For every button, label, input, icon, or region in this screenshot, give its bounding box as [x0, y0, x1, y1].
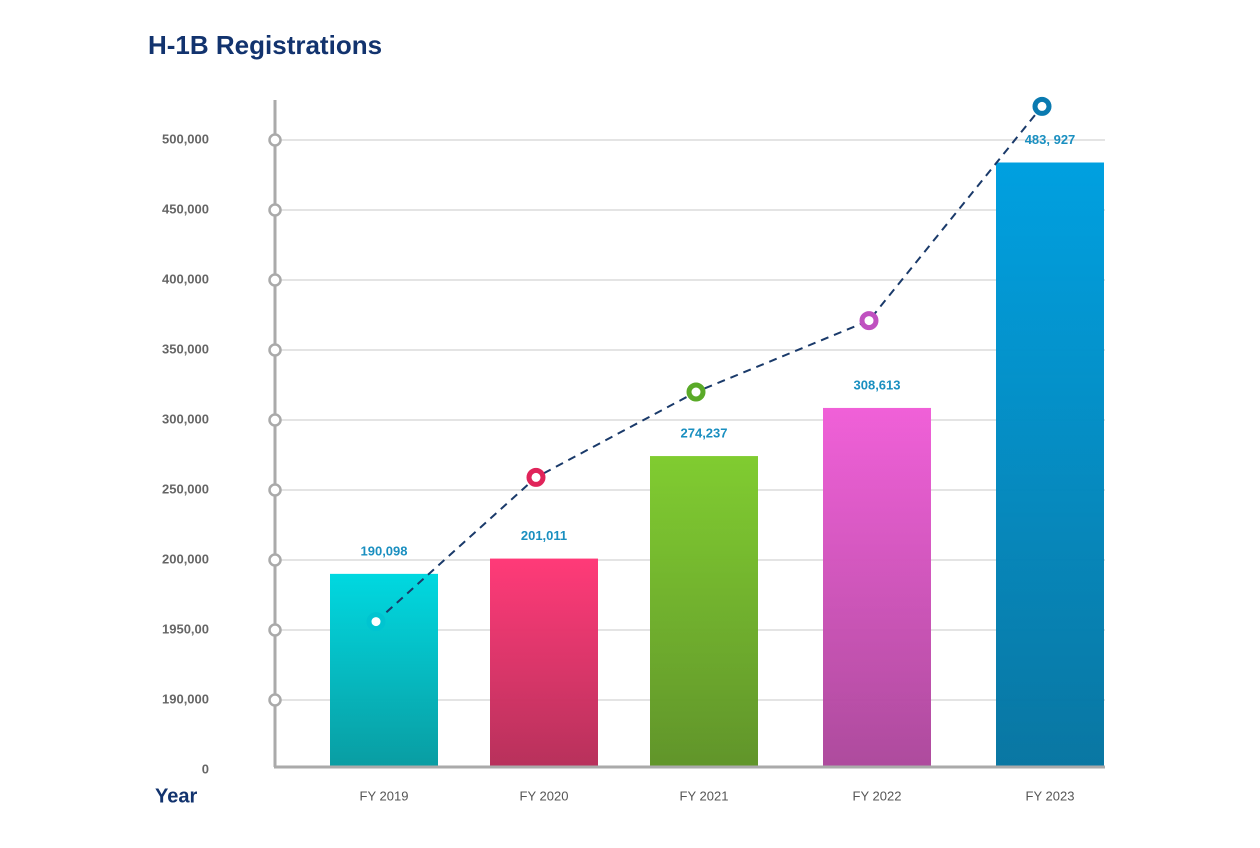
y-tick-mark [268, 623, 282, 637]
y-tick-mark [268, 133, 282, 147]
y-tick-label: 0 [202, 761, 209, 776]
value-label: 190,098 [361, 543, 408, 558]
y-tick-label: 300,000 [162, 411, 209, 426]
line-point [1032, 96, 1052, 116]
y-tick-label: 350,000 [162, 341, 209, 356]
value-label: 201,011 [521, 528, 567, 543]
y-tick-mark [268, 483, 282, 497]
y-tick-label: 400,000 [162, 271, 209, 286]
y-tick-mark [268, 203, 282, 217]
line-point [366, 612, 386, 632]
x-tick-label: FY 2019 [360, 788, 409, 803]
line-point [859, 311, 879, 331]
y-tick-label: 450,000 [162, 201, 209, 216]
x-tick-label: FY 2021 [680, 788, 729, 803]
y-tick-label: 1950,00 [162, 621, 209, 636]
x-axis-label: Year [155, 785, 197, 807]
y-tick-label: 190,000 [162, 691, 209, 706]
y-tick-mark [268, 343, 282, 357]
value-label: 308,613 [854, 377, 901, 392]
x-tick-label: FY 2023 [1026, 788, 1075, 803]
value-label: 274,237 [681, 426, 728, 441]
y-tick-label: 250,000 [162, 481, 209, 496]
x-tick-label: FY 2020 [520, 788, 569, 803]
value-label: 483, 927 [1025, 132, 1076, 147]
y-tick-mark [268, 553, 282, 567]
y-tick-mark [268, 273, 282, 287]
line-point [526, 467, 546, 487]
chart-title: H-1B Registrations [148, 30, 382, 60]
y-tick-label: 200,000 [162, 551, 209, 566]
x-tick-label: FY 2022 [853, 788, 902, 803]
line-point [686, 382, 706, 402]
y-tick-label: 500,000 [162, 131, 209, 146]
y-tick-mark [268, 413, 282, 427]
y-tick-mark [268, 693, 282, 707]
